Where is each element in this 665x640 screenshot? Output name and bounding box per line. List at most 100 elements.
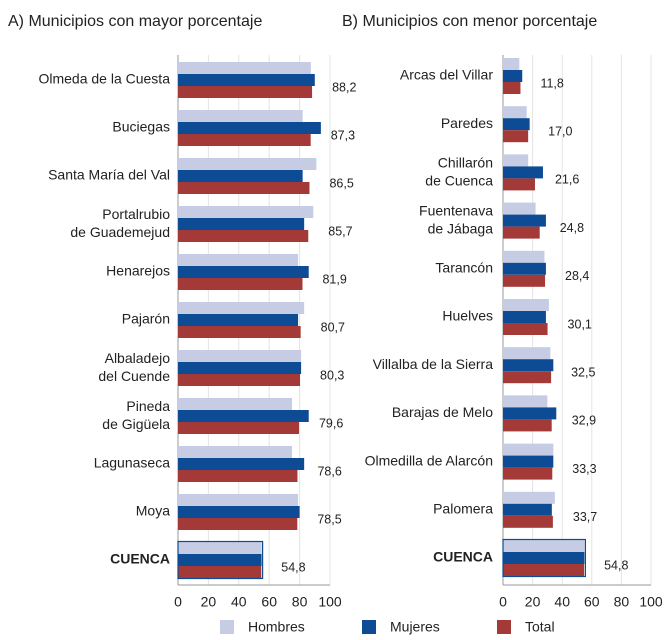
value-label: 33,7	[573, 510, 597, 524]
category-label: Moya	[136, 503, 170, 519]
bar	[503, 552, 585, 564]
bar	[178, 518, 298, 530]
legend-label: Hombres	[248, 619, 305, 635]
x-tick-label: 20	[525, 594, 541, 610]
bar	[503, 515, 553, 528]
bar	[503, 130, 529, 143]
bar	[503, 262, 546, 275]
category-label: Portalrubio de Guademejud	[70, 206, 170, 240]
chart-title: B) Municipios con menor porcentaje	[342, 13, 597, 30]
bar	[503, 299, 549, 311]
bar	[178, 470, 298, 482]
category-label: Olmeda de la Cuesta	[38, 71, 170, 87]
bar	[178, 446, 292, 458]
value-label: 78,5	[317, 512, 341, 526]
value-label: 17,0	[548, 124, 572, 138]
bar	[503, 70, 523, 82]
category-label: CUENCA	[110, 551, 170, 567]
category-label: Paredes	[441, 115, 493, 131]
bar	[178, 314, 299, 326]
bar	[503, 166, 543, 179]
bar	[178, 494, 299, 506]
category-label: Buciegas	[112, 119, 170, 135]
bar	[503, 323, 548, 335]
bar	[178, 110, 303, 122]
bar	[178, 542, 262, 554]
value-label: 54,8	[604, 558, 628, 572]
bar	[503, 202, 536, 215]
x-tick-label: 0	[499, 594, 507, 610]
bar	[178, 170, 303, 182]
x-tick-label: 80	[292, 594, 308, 610]
bar	[178, 374, 301, 386]
category-label: Pajarón	[122, 311, 170, 327]
value-label: 88,2	[332, 80, 356, 94]
category-label: Chillarón de Cuenca	[425, 154, 493, 188]
chart-title: A) Municipios con mayor porcentaje	[8, 13, 262, 30]
category-label: Palomera	[433, 501, 493, 517]
highlight-box	[502, 538, 587, 578]
category-label: Henarejos	[106, 263, 170, 279]
bar	[503, 311, 546, 323]
bar	[178, 326, 301, 338]
value-label: 78,6	[317, 464, 341, 478]
bar	[503, 503, 552, 516]
bar	[178, 218, 305, 230]
category-label: Lagunaseca	[94, 455, 171, 471]
x-tick-label: 0	[174, 594, 182, 610]
bar	[178, 278, 303, 290]
bar	[178, 554, 262, 566]
category-label: Villalba de la Sierra	[373, 356, 494, 372]
highlight-box	[177, 540, 264, 580]
value-label: 81,9	[322, 272, 346, 286]
x-tick-label: 40	[231, 594, 247, 610]
bar	[503, 106, 527, 119]
bar	[503, 395, 548, 408]
bar	[178, 350, 302, 362]
x-tick-label: 40	[554, 594, 570, 610]
value-label: 79,6	[319, 416, 343, 430]
bar	[178, 422, 299, 434]
category-label: Pineda de Gigüela	[102, 398, 170, 432]
bar	[178, 134, 311, 146]
category-label: Fuentenava de Jábaga	[419, 202, 493, 236]
bar	[503, 540, 585, 552]
value-label: 85,7	[328, 224, 352, 238]
bar	[178, 74, 315, 86]
legend-swatch	[497, 620, 511, 634]
bar	[503, 407, 557, 420]
bar	[178, 122, 321, 134]
x-tick-label: 100	[639, 594, 663, 610]
x-tick-label: 60	[584, 594, 600, 610]
bar	[503, 455, 554, 468]
category-label: Barajas de Melo	[392, 404, 493, 420]
bar	[178, 62, 311, 74]
value-label: 24,8	[560, 221, 584, 235]
category-label: Tarancón	[435, 260, 493, 276]
bar	[178, 398, 292, 410]
bar	[503, 347, 551, 360]
value-label: 32,5	[571, 365, 595, 379]
bar	[178, 254, 299, 266]
bar	[178, 182, 310, 194]
value-label: 11,8	[540, 76, 563, 90]
bar	[503, 226, 540, 239]
value-label: 87,3	[331, 128, 355, 142]
bar	[178, 206, 314, 218]
bar	[178, 458, 305, 470]
category-label: Albaladejo del Cuende	[98, 350, 170, 384]
bar	[503, 564, 585, 576]
value-label: 32,9	[572, 414, 596, 428]
category-label: Santa María del Val	[48, 167, 170, 183]
bar	[503, 274, 546, 287]
value-label: 80,7	[321, 320, 345, 334]
bar	[503, 82, 521, 94]
bar	[503, 371, 552, 384]
x-tick-label: 20	[201, 594, 217, 610]
category-label: CUENCA	[433, 549, 493, 565]
value-label: 21,6	[555, 173, 579, 187]
bar	[503, 214, 546, 227]
bar	[503, 491, 555, 504]
value-label: 30,1	[568, 317, 592, 331]
bar	[503, 419, 552, 432]
